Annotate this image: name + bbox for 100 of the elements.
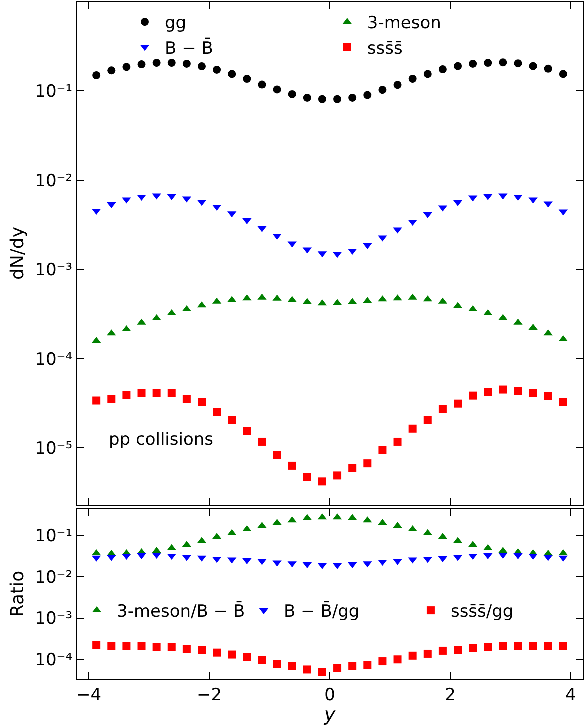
- point: [288, 462, 296, 470]
- point: [108, 642, 116, 650]
- point: [198, 646, 206, 654]
- legend-label: B − B̄: [165, 38, 214, 59]
- point: [273, 86, 282, 94]
- point: [122, 391, 131, 400]
- y-tick-label: 10⁻³: [35, 260, 73, 281]
- point: [394, 656, 402, 664]
- y-tick-label: 10⁻⁵: [35, 439, 73, 460]
- point: [408, 75, 417, 84]
- point: [438, 405, 447, 414]
- point: [559, 398, 568, 406]
- point: [514, 60, 522, 68]
- y-tick-label: 10⁻³: [35, 609, 73, 630]
- y-tick-label: 10⁻⁴: [35, 350, 73, 370]
- point: [122, 642, 131, 650]
- legend-label: sss̄s̄/gg: [450, 602, 514, 622]
- point: [198, 62, 206, 71]
- x-tick-label: −2: [196, 685, 222, 706]
- point: [378, 86, 387, 94]
- point: [544, 642, 552, 650]
- point: [364, 91, 372, 100]
- point: [424, 416, 432, 424]
- point: [228, 650, 236, 659]
- y-tick-label: 10⁻²: [35, 568, 73, 588]
- point: [544, 392, 552, 400]
- point: [152, 59, 161, 68]
- point: [334, 95, 342, 104]
- point: [318, 95, 326, 104]
- point: [334, 472, 342, 480]
- point: [213, 648, 222, 657]
- y-tick-label: 10⁻⁴: [35, 650, 73, 671]
- point: [469, 644, 478, 652]
- point: [182, 645, 191, 654]
- point: [559, 642, 568, 650]
- y-axis-title: Ratio: [7, 570, 28, 618]
- point: [514, 387, 522, 396]
- point: [122, 63, 131, 72]
- point: [168, 643, 176, 652]
- point: [499, 642, 508, 650]
- y-axis-title: dN/dy: [7, 226, 28, 280]
- point: [258, 80, 266, 89]
- point: [499, 58, 508, 67]
- point: [364, 460, 372, 468]
- point: [303, 94, 312, 102]
- point: [108, 395, 116, 404]
- point: [424, 650, 432, 658]
- point: [529, 62, 538, 70]
- x-tick-label: 0: [324, 685, 336, 706]
- legend-label: 3-meson: [367, 14, 442, 34]
- point: [168, 59, 176, 68]
- point: [243, 653, 252, 662]
- legend-label: 3-meson/B − B̄: [117, 601, 246, 622]
- point: [529, 642, 538, 650]
- point: [484, 643, 492, 652]
- annotation: pp collisions: [109, 430, 214, 450]
- point: [438, 66, 447, 74]
- point: [258, 438, 266, 446]
- x-tick-label: 2: [445, 685, 456, 706]
- y-tick-label: 10⁻²: [35, 171, 73, 192]
- y-tick-label: 10⁻¹: [35, 526, 73, 547]
- point: [258, 656, 266, 664]
- point: [348, 94, 357, 102]
- point: [152, 389, 161, 398]
- x-tick-label: 4: [566, 685, 576, 706]
- point: [273, 451, 282, 460]
- point: [228, 70, 236, 78]
- point: [454, 400, 462, 408]
- point: [303, 473, 312, 482]
- point: [469, 392, 478, 400]
- point: [138, 60, 146, 69]
- point: [334, 664, 342, 673]
- point: [529, 389, 538, 398]
- point: [303, 666, 312, 674]
- point: [364, 661, 372, 670]
- point: [228, 416, 236, 424]
- point: [484, 388, 492, 396]
- point: [152, 643, 161, 652]
- point: [168, 389, 176, 398]
- point: [544, 64, 552, 73]
- point: [438, 646, 447, 655]
- point: [499, 386, 508, 394]
- point: [394, 438, 402, 446]
- point: [454, 62, 462, 70]
- point: [273, 660, 282, 668]
- point: [454, 646, 462, 654]
- point: [318, 668, 326, 676]
- point: [92, 72, 101, 80]
- point: [318, 478, 326, 486]
- point: [408, 424, 417, 433]
- point: [213, 408, 222, 416]
- point: [408, 652, 417, 660]
- point: [514, 642, 522, 650]
- legend-label: sss̄s̄: [367, 38, 403, 59]
- point: [138, 389, 146, 398]
- point: [484, 59, 492, 68]
- point: [198, 398, 206, 406]
- point: [378, 446, 387, 454]
- x-tick-label: −4: [76, 685, 102, 706]
- point: [348, 662, 357, 670]
